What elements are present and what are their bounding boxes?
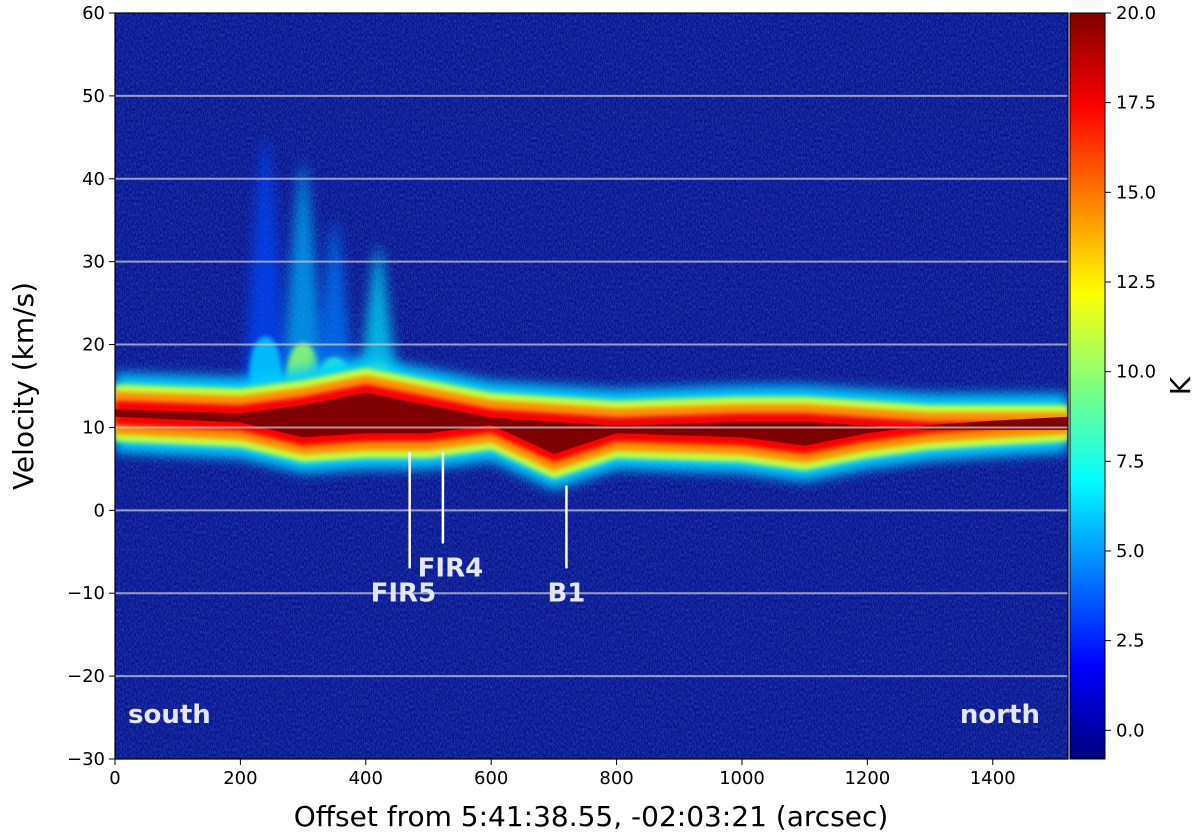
annotation-label: FIR4 — [418, 554, 484, 584]
annotation-label: FIR5 — [371, 579, 437, 609]
y-tick-label: 40 — [82, 169, 105, 190]
plot-frame — [114, 12, 1069, 760]
y-tick-label: 30 — [82, 252, 105, 273]
x-tick-label: 1000 — [719, 768, 765, 789]
colorbar-tick-label: 15.0 — [1116, 182, 1156, 203]
colorbar-gradient — [1069, 12, 1106, 760]
x-tick-label: 1400 — [970, 768, 1016, 789]
x-tick-label: 1200 — [844, 768, 890, 789]
corner-label-north: north — [960, 700, 1040, 730]
colorbar: 0.0 2.5 5.0 7.5 10.0 12.5 15.0 17.5 20.0 K — [1069, 3, 1197, 760]
outflow-plume — [243, 137, 288, 399]
colorbar-tick-label: 2.5 — [1116, 631, 1145, 652]
heatmap-area — [115, 13, 1068, 759]
y-axis: −30 −20 −10 0 10 20 30 40 50 60 — [67, 3, 115, 770]
x-axis: 0 200 400 600 800 1000 1200 1400 — [109, 759, 1016, 789]
x-tick-label: 0 — [109, 768, 120, 789]
corner-label-south: south — [128, 700, 211, 730]
colorbar-tick-label: 17.5 — [1116, 93, 1156, 114]
colorbar-tick-label: 20.0 — [1116, 3, 1156, 24]
y-axis-title: Velocity (km/s) — [7, 282, 40, 490]
outflow-plume — [281, 162, 326, 399]
outflow-plume — [312, 220, 357, 399]
y-tick-label: −30 — [67, 749, 105, 770]
colorbar-tick-label: 0.0 — [1116, 720, 1145, 741]
emission-ridge — [115, 357, 1068, 490]
y-tick-label: 60 — [82, 3, 105, 24]
y-tick-label: −20 — [67, 666, 105, 687]
gridlines — [115, 94, 1068, 678]
colorbar-tick-label: 7.5 — [1116, 451, 1145, 472]
x-tick-label: 200 — [223, 768, 257, 789]
colorbar-tick-label: 5.0 — [1116, 541, 1145, 562]
y-tick-label: 10 — [82, 417, 105, 438]
ridge-core — [115, 392, 1068, 454]
annotation-label: B1 — [547, 579, 585, 609]
x-tick-label: 800 — [599, 768, 633, 789]
annotation-lines — [408, 452, 568, 569]
x-tick-label: 600 — [474, 768, 508, 789]
colorbar-label: K — [1164, 376, 1197, 395]
y-tick-label: −10 — [67, 583, 105, 604]
colorbar-tick-label: 12.5 — [1116, 272, 1156, 293]
x-axis-title: Offset from 5:41:38.55, -02:03:21 (arcse… — [294, 800, 889, 833]
colorbar-tick-label: 10.0 — [1116, 362, 1156, 383]
y-tick-label: 0 — [94, 500, 105, 521]
y-tick-label: 50 — [82, 86, 105, 107]
x-tick-label: 400 — [349, 768, 383, 789]
y-tick-label: 20 — [82, 335, 105, 356]
colorbar-ticks: 0.0 2.5 5.0 7.5 10.0 12.5 15.0 17.5 20.0 — [1105, 3, 1156, 741]
